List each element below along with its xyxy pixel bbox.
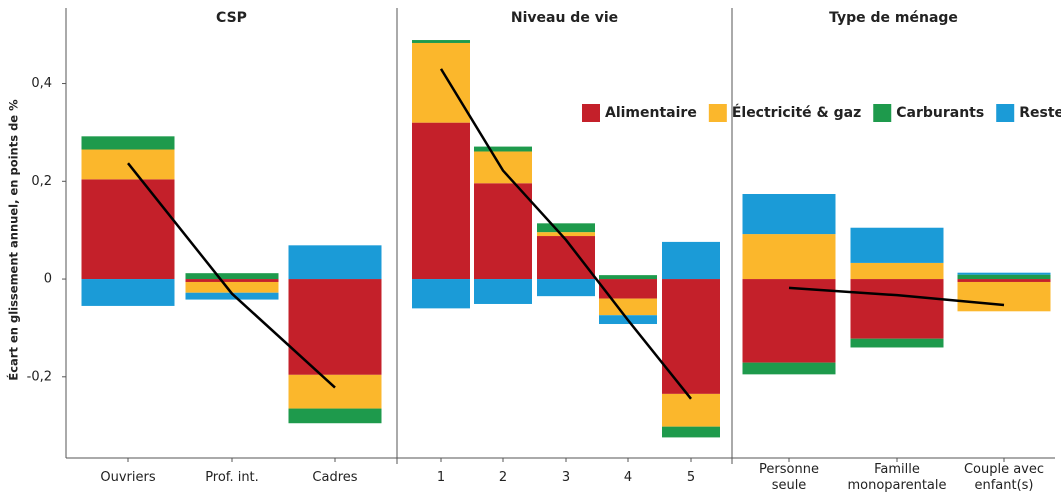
x-tick-label: 1	[436, 470, 446, 485]
bar-segment	[412, 122, 470, 280]
bar-segment	[662, 241, 720, 280]
y-axis-label: Écart en glissement annuel, en points de…	[6, 99, 21, 381]
bar-segment	[599, 275, 657, 280]
bar-segment	[850, 262, 944, 280]
total-line	[788, 286, 1005, 307]
legend-swatch	[708, 104, 727, 122]
legend-label: Électricité & gaz	[732, 104, 861, 121]
bar-segment	[537, 279, 595, 297]
bar-segment	[185, 273, 279, 280]
bar-segment	[850, 279, 944, 339]
bar-segment	[957, 274, 1051, 280]
bar-segment	[81, 179, 175, 280]
x-tick-label: Couple avec enfant(s)	[963, 462, 1045, 493]
bar-segment	[185, 292, 279, 300]
x-tick-label: 2	[498, 470, 508, 485]
bar-segment	[957, 281, 1051, 312]
bar-segment	[185, 279, 279, 282]
bar-segment	[742, 279, 836, 363]
bar-segment	[742, 194, 836, 235]
bar-segment	[185, 281, 279, 293]
x-tick-label: 3	[561, 470, 571, 485]
bar-segment	[81, 279, 175, 306]
legend-swatch	[996, 104, 1015, 122]
bar-segment	[474, 279, 532, 304]
bar-segment	[957, 279, 1051, 282]
bar-segment	[412, 40, 470, 43]
x-tick-label: Prof. int.	[205, 470, 259, 485]
x-tick-label: 4	[623, 470, 633, 485]
bar-segment	[537, 232, 595, 237]
legend-swatch	[873, 104, 892, 122]
legend-label: Alimentaire	[605, 105, 697, 121]
bar-segment	[599, 279, 657, 299]
panel-title: CSP	[216, 10, 247, 26]
total-line	[127, 162, 336, 389]
bar-segment	[288, 408, 382, 424]
bar-segment	[474, 183, 532, 280]
legend-label: Reste	[1019, 105, 1061, 121]
panel-title: Niveau de vie	[511, 10, 618, 26]
bar-segment	[850, 338, 944, 348]
bar-segment	[537, 223, 595, 233]
legend-label: Carburants	[896, 105, 984, 121]
bar-segment	[288, 245, 382, 280]
bar-segment	[742, 234, 836, 280]
y-tick-label: 0	[44, 272, 52, 287]
x-tick-label: Personne seule	[759, 462, 819, 493]
bar-segment	[537, 236, 595, 280]
bar-segment	[957, 272, 1051, 275]
panel-title: Type de ménage	[829, 10, 958, 26]
bar-segment	[288, 374, 382, 409]
bar-segment	[850, 227, 944, 263]
x-tick-label: Cadres	[312, 470, 358, 485]
bar-segment	[81, 136, 175, 150]
bar-segment	[662, 426, 720, 438]
bar-segment	[599, 298, 657, 316]
x-tick-label: 5	[686, 470, 696, 485]
x-tick-label: Ouvriers	[100, 470, 156, 485]
bar-segment	[742, 362, 836, 375]
bar-segment	[662, 393, 720, 427]
y-tick-label: 0,4	[31, 76, 52, 91]
bar-segment	[288, 279, 382, 375]
bar-segment	[662, 279, 720, 394]
x-tick-label: Famille monoparentale	[847, 462, 947, 493]
bar-segment	[412, 279, 470, 309]
legend-swatch	[582, 104, 600, 122]
bar-segment	[474, 146, 532, 152]
y-tick-label: 0,2	[31, 174, 52, 189]
total-line	[439, 68, 692, 400]
y-tick-label: -0,2	[27, 369, 52, 384]
bar-segment	[412, 42, 470, 123]
bar-segment	[474, 151, 532, 184]
